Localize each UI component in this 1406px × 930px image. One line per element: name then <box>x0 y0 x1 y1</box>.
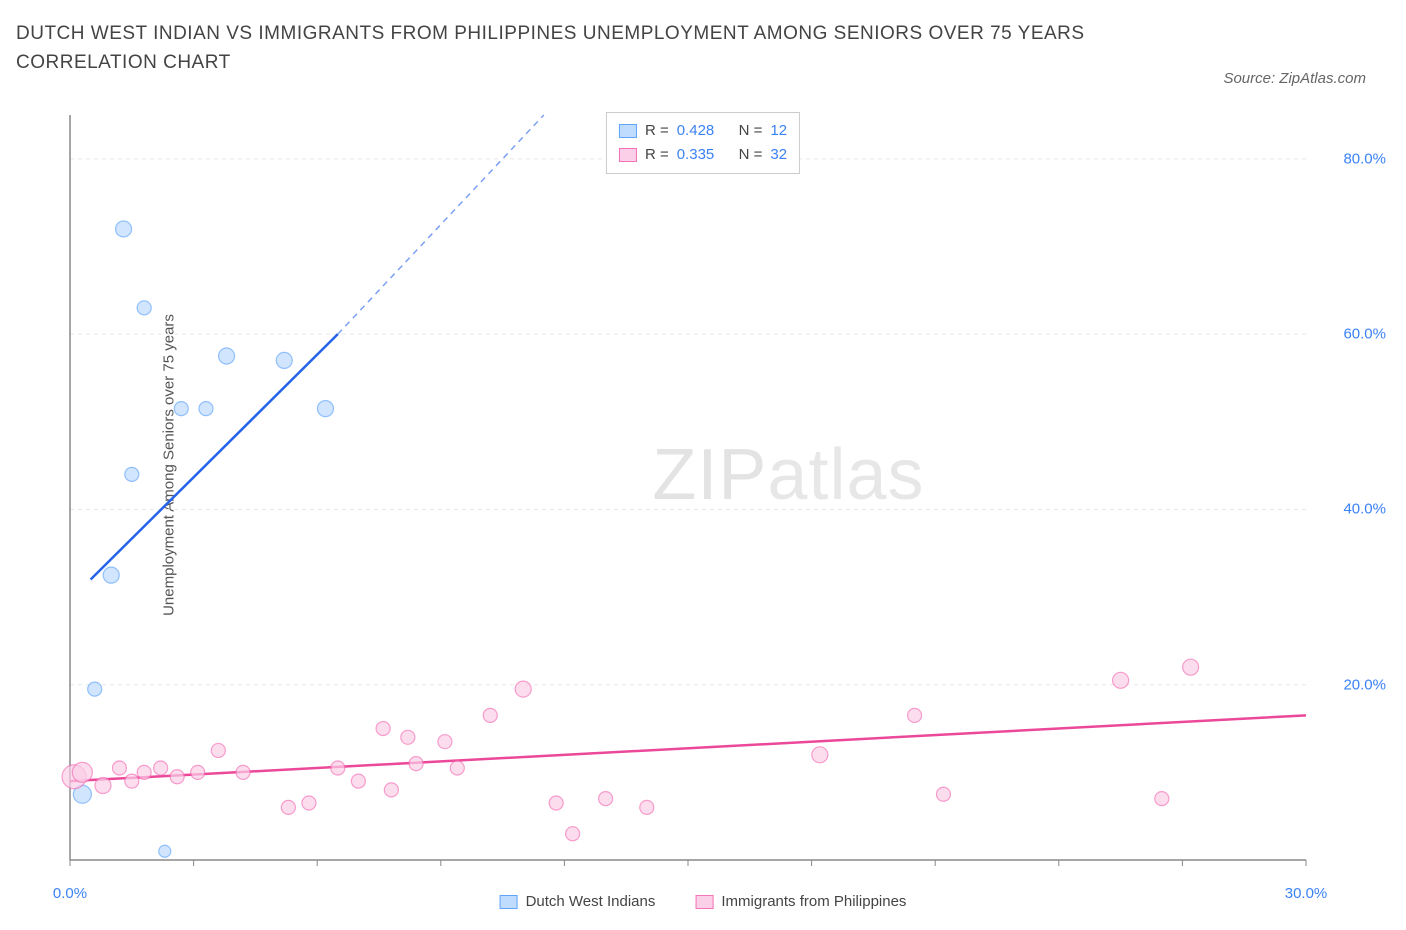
chart-source: Source: ZipAtlas.com <box>1223 70 1366 87</box>
chart-title: DUTCH WEST INDIAN VS IMMIGRANTS FROM PHI… <box>16 20 1206 77</box>
stat-n-value: 32 <box>770 143 787 167</box>
y-tick-label: 80.0% <box>1343 150 1386 167</box>
stat-r-label: R = <box>645 143 669 167</box>
x-tick-label: 0.0% <box>53 885 87 902</box>
stat-n-label: N = <box>739 143 763 167</box>
legend-swatch <box>619 124 637 138</box>
legend-swatch <box>500 895 518 909</box>
scatter-plot <box>60 110 1316 870</box>
stat-r-value: 0.335 <box>677 143 715 167</box>
legend-swatch <box>619 148 637 162</box>
y-tick-label: 60.0% <box>1343 326 1386 343</box>
legend-stat-row: R = 0.428 N = 12 <box>619 119 787 143</box>
legend-series-item: Immigrants from Philippines <box>695 893 906 910</box>
legend-stats: R = 0.428 N = 12 R = 0.335 N = 32 <box>606 112 800 174</box>
legend-series-item: Dutch West Indians <box>500 893 656 910</box>
stat-r-label: R = <box>645 119 669 143</box>
stat-r-value: 0.428 <box>677 119 715 143</box>
stat-n-label: N = <box>739 119 763 143</box>
legend-swatch <box>695 895 713 909</box>
legend-stat-row: R = 0.335 N = 32 <box>619 143 787 167</box>
y-tick-label: 40.0% <box>1343 501 1386 518</box>
legend-series: Dutch West Indians Immigrants from Phili… <box>500 893 907 910</box>
legend-series-label: Dutch West Indians <box>526 893 656 910</box>
x-tick-label: 30.0% <box>1285 885 1328 902</box>
legend-series-label: Immigrants from Philippines <box>721 893 906 910</box>
chart-area: ZIPatlas <box>60 110 1316 870</box>
stat-n-value: 12 <box>770 119 787 143</box>
y-tick-label: 20.0% <box>1343 676 1386 693</box>
